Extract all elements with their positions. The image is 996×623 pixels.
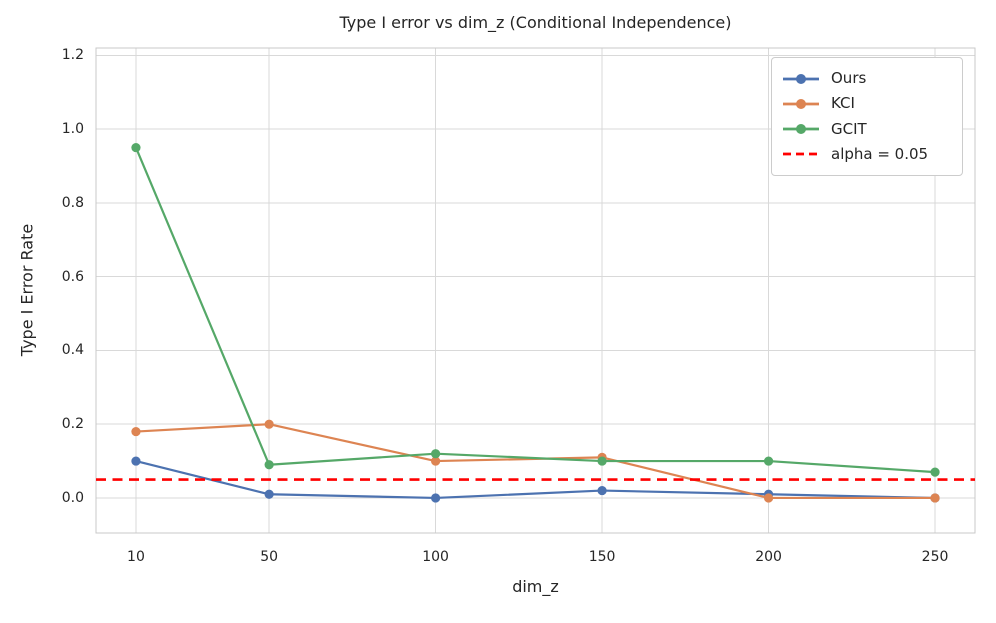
point-gcit-100 — [431, 449, 441, 459]
y-tick-label: 1.0 — [61, 121, 84, 138]
legend-label: Ours — [831, 69, 867, 87]
x-tick-label: 50 — [260, 549, 279, 565]
legend-item-kci: KCI — [781, 91, 953, 116]
point-kci-100 — [431, 456, 441, 466]
x-tick-label: 100 — [422, 549, 449, 565]
y-tick-label: 0.4 — [61, 342, 84, 359]
point-ours-100 — [431, 493, 441, 503]
point-kci-200 — [763, 493, 774, 503]
line-ours — [134, 459, 937, 500]
point-kci-50 — [264, 419, 274, 429]
point-gcit-50 — [264, 460, 274, 470]
line-kci — [134, 423, 937, 500]
legend-dashed-line-swatch — [783, 153, 819, 156]
x-tick-label: 200 — [755, 549, 782, 565]
legend-item-gcit: GCIT — [781, 117, 953, 142]
y-tick-label: 0.0 — [61, 489, 84, 506]
y-axis-label: Type I Error Rate — [17, 223, 37, 357]
legend-label: GCIT — [831, 119, 867, 138]
legend-item-alpha: alpha = 0.05 — [781, 142, 953, 167]
y-tick-label: 0.2 — [61, 416, 84, 433]
legend-label: alpha = 0.05 — [831, 144, 929, 163]
line-gcit — [134, 146, 937, 474]
legend-label: KCI — [831, 94, 855, 113]
legend-line-marker-swatch — [783, 73, 819, 84]
y-tick-label: 0.6 — [61, 268, 84, 285]
chart-title: Type I error vs dim_z (Conditional Indep… — [339, 13, 732, 32]
plot-border — [95, 47, 976, 534]
y-tick-label: 1.2 — [61, 47, 84, 64]
point-gcit-150 — [597, 456, 607, 466]
point-gcit-250 — [930, 467, 940, 477]
x-axis-label: dim_z — [512, 577, 559, 596]
point-gcit-10 — [131, 142, 141, 153]
legend: Ours KCI GCIT alpha = 0.05 — [771, 57, 963, 176]
point-kci-10 — [131, 426, 141, 437]
point-gcit-200 — [763, 456, 774, 466]
x-tick-label: 250 — [921, 549, 949, 565]
point-kci-250 — [930, 493, 940, 503]
point-ours-10 — [131, 456, 141, 466]
x-tick-label: 150 — [588, 549, 616, 565]
legend-line-marker-swatch — [783, 98, 819, 109]
series-gcit — [131, 142, 940, 477]
point-ours-50 — [264, 489, 274, 499]
point-ours-150 — [597, 485, 607, 496]
legend-item-ours: Ours — [781, 66, 953, 91]
x-tick-label: 10 — [127, 549, 145, 565]
y-tick-label: 0.8 — [61, 194, 84, 211]
legend-line-marker-swatch — [783, 124, 819, 135]
